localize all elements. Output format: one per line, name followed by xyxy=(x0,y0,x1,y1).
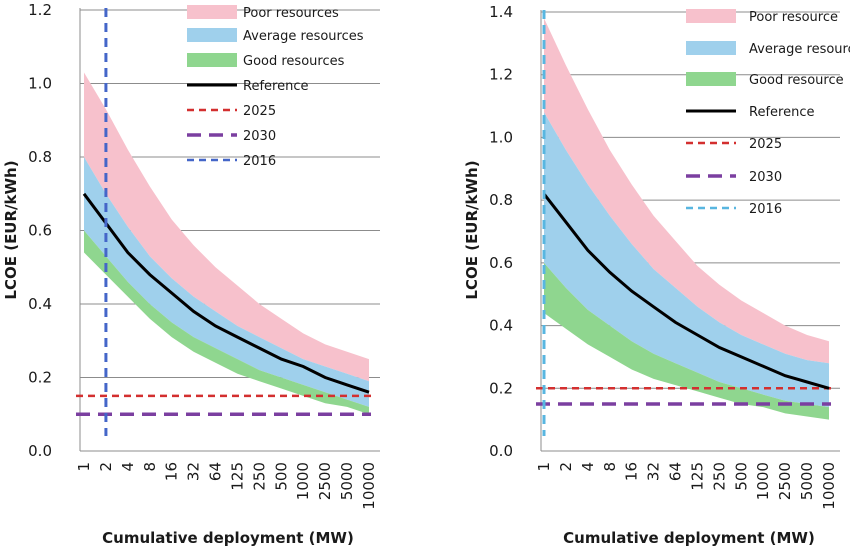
x-tick-label: 125 xyxy=(228,462,246,491)
y-tick-label: 1.2 xyxy=(28,1,52,19)
y-tick-label: 0.8 xyxy=(28,148,52,166)
x-tick-label: 125 xyxy=(688,462,706,491)
y-tick-label: 0.4 xyxy=(28,295,52,313)
legend-swatch xyxy=(686,9,736,23)
legend-label: 2030 xyxy=(749,170,782,185)
legend-label: 2016 xyxy=(749,202,782,217)
legend-swatch xyxy=(187,28,237,42)
x-tick-label: 2500 xyxy=(776,462,794,500)
y-tick-label: 1.2 xyxy=(489,66,513,84)
y-tick-label: 1.4 xyxy=(489,3,513,21)
y-tick-label: 0.8 xyxy=(489,191,513,209)
x-tick-label: 4 xyxy=(119,462,137,472)
left-chart: 0.00.20.40.60.81.01.21 2 4 8 16 32 64 125 250 500… xyxy=(2,1,380,547)
x-tick-label: 16 xyxy=(623,462,641,481)
x-tick-label: 64 xyxy=(207,462,225,481)
x-tick-label: 64 xyxy=(667,462,685,481)
band-0-area xyxy=(544,18,829,364)
x-tick-label: 10000 xyxy=(820,462,838,510)
y-tick-label: 1.0 xyxy=(489,128,513,146)
reference-line xyxy=(542,192,830,390)
x-tick-label: 2 xyxy=(557,462,575,472)
y-tick-label: 0.4 xyxy=(489,317,513,335)
legend-label: Poor resources xyxy=(243,6,339,21)
x-tick-label: 5000 xyxy=(798,462,816,500)
legend-label: Poor resource xyxy=(749,10,838,25)
x-tick-label: 4 xyxy=(579,462,597,472)
legend-swatch xyxy=(686,41,736,55)
right-chart: 0.00.20.40.60.81.01.21.41 2 4 8 16 32 64 125 250… xyxy=(463,3,850,547)
x-tick-label: 1000 xyxy=(754,462,772,500)
x-tick-label: 1 xyxy=(75,462,93,472)
y-tick-label: 0.0 xyxy=(489,442,513,460)
legend-label: Good resources xyxy=(243,54,345,69)
legend-label: Average resources xyxy=(243,29,364,44)
y-tick-label: 0.6 xyxy=(28,222,52,240)
x-tick-label: 5000 xyxy=(338,462,356,500)
x-tick-label: 8 xyxy=(601,462,619,472)
y-tick-label: 0.2 xyxy=(489,379,513,397)
y-axis-title: LCOE (EUR/kWh) xyxy=(463,160,481,299)
legend-label: Good resource xyxy=(749,73,844,88)
legend-swatch xyxy=(187,53,237,67)
y-tick-label: 0.0 xyxy=(28,442,52,460)
legend-label: Reference xyxy=(243,79,308,94)
x-tick-label: 2500 xyxy=(316,462,334,500)
band-0-area xyxy=(84,72,369,382)
x-tick-label: 500 xyxy=(732,462,750,491)
reference-line xyxy=(82,192,370,394)
x-tick-label: 16 xyxy=(163,462,181,481)
legend-label: Average resource xyxy=(749,42,850,57)
legend-label: 2016 xyxy=(243,154,276,169)
legend-label: 2025 xyxy=(243,104,276,119)
y-tick-label: 0.2 xyxy=(28,369,52,387)
x-tick-label: 250 xyxy=(710,462,728,491)
x-tick-label: 32 xyxy=(645,462,663,481)
x-tick-label: 8 xyxy=(141,462,159,472)
y-tick-label: 1.0 xyxy=(28,75,52,93)
legend-swatch xyxy=(187,5,237,19)
x-tick-label: 1 xyxy=(535,462,553,472)
legend-label: Reference xyxy=(749,105,814,120)
legend-label: 2030 xyxy=(243,129,276,144)
x-tick-label: 32 xyxy=(185,462,203,481)
legend-swatch xyxy=(686,72,736,86)
x-tick-label: 2 xyxy=(97,462,115,472)
x-axis-title: Cumulative deployment (MW) xyxy=(102,529,354,547)
x-axis-title: Cumulative deployment (MW) xyxy=(563,529,815,547)
x-tick-label: 250 xyxy=(250,462,268,491)
x-tick-label: 10000 xyxy=(360,462,378,510)
x-tick-label: 1000 xyxy=(294,462,312,500)
legend-label: 2025 xyxy=(749,137,782,152)
x-tick-label: 500 xyxy=(272,462,290,491)
y-tick-label: 0.6 xyxy=(489,254,513,272)
band-1-area xyxy=(544,112,829,408)
y-axis-title: LCOE (EUR/kWh) xyxy=(2,160,20,299)
